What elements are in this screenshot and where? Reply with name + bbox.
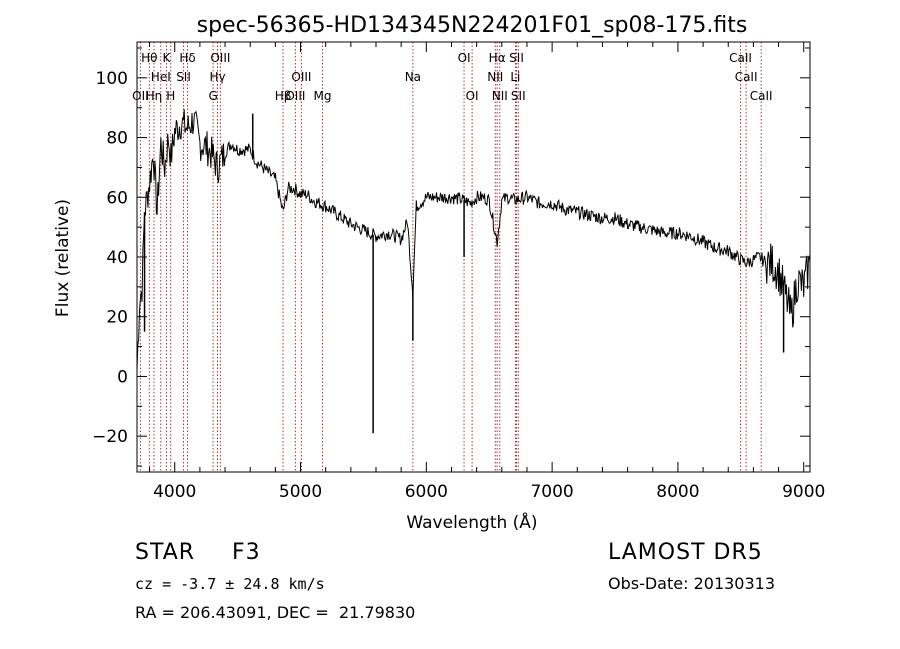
x-tick-label-1: 5000	[279, 482, 322, 502]
redshift-value: cz = -3.7 ± 24.8 km/s	[135, 575, 325, 593]
x-axis-ticks: 4000 5000 6000 7000 8000 9000	[149, 42, 825, 502]
y-tick-label-0: −20	[92, 427, 128, 447]
line-marker-label-9: Hγ	[209, 70, 225, 84]
line-marker-label-24: CaII	[729, 51, 752, 65]
plot-frame	[136, 41, 811, 473]
line-marker-label-5: SII	[176, 70, 191, 84]
line-marker-label-10: G	[208, 89, 217, 103]
observation-date: Obs-Date: 20130313	[608, 574, 776, 593]
line-marker-label-23: SII	[511, 89, 526, 103]
line-marker-label-2: Hη	[146, 89, 163, 103]
line-marker-label-0: Hθ	[141, 51, 157, 65]
line-marker-label-22: Li	[510, 70, 520, 84]
spectrum-spikes	[143, 113, 785, 434]
line-marker-label-1: OII	[132, 89, 149, 103]
line-marker-label-18: Hα	[489, 51, 506, 65]
line-marker-label-7: Hδ	[179, 51, 195, 65]
line-markers	[139, 42, 762, 472]
y-tick-label-4: 60	[106, 188, 128, 208]
y-tick-label-2: 20	[106, 308, 128, 328]
coordinates: RA = 206.43091, DEC = 21.79830	[135, 603, 416, 622]
line-marker-label-21: SII	[509, 51, 524, 65]
line-marker-label-12: OIII	[291, 70, 311, 84]
line-marker-label-8: OIII	[210, 51, 230, 65]
y-tick-label-6: 100	[96, 69, 128, 89]
line-marker-label-6: H	[166, 89, 175, 103]
line-marker-label-4: K	[162, 51, 171, 65]
x-tick-label-5: 9000	[782, 482, 825, 502]
spectrum-line	[136, 109, 811, 371]
spectral-subclass: F3	[232, 540, 261, 565]
line-marker-label-13: OIII	[285, 89, 305, 103]
line-marker-label-17: OI	[466, 89, 479, 103]
line-marker-label-15: Na	[405, 70, 421, 84]
object-type: STAR	[135, 540, 196, 565]
x-axis-label: Wavelength (Å)	[406, 511, 537, 533]
y-tick-label-5: 80	[106, 129, 128, 149]
chart-title: spec-56365-HD134345N224201F01_sp08-175.f…	[197, 13, 748, 38]
line-marker-label-11: Hβ	[275, 89, 292, 103]
line-marker-label-20: NII	[492, 89, 508, 103]
line-marker-label-16: OI	[458, 51, 471, 65]
line-marker-label-25: CaII	[735, 70, 758, 84]
x-tick-label-0: 4000	[153, 482, 196, 502]
y-axis-label: Flux (relative)	[53, 199, 73, 317]
line-marker-label-14: Mg	[314, 89, 332, 103]
y-tick-label-1: 0	[117, 367, 128, 387]
x-tick-label-4: 8000	[656, 482, 699, 502]
y-axis-ticks: −20 0 20 40 60 80 100	[92, 47, 810, 467]
line-marker-label-19: NII	[487, 70, 503, 84]
y-tick-label-3: 40	[106, 248, 128, 268]
x-tick-label-2: 6000	[405, 482, 448, 502]
survey-name: LAMOST DR5	[608, 540, 763, 565]
line-marker-label-26: CaII	[750, 89, 773, 103]
x-tick-label-3: 7000	[530, 482, 573, 502]
line-marker-label-3: HeI	[151, 70, 171, 84]
